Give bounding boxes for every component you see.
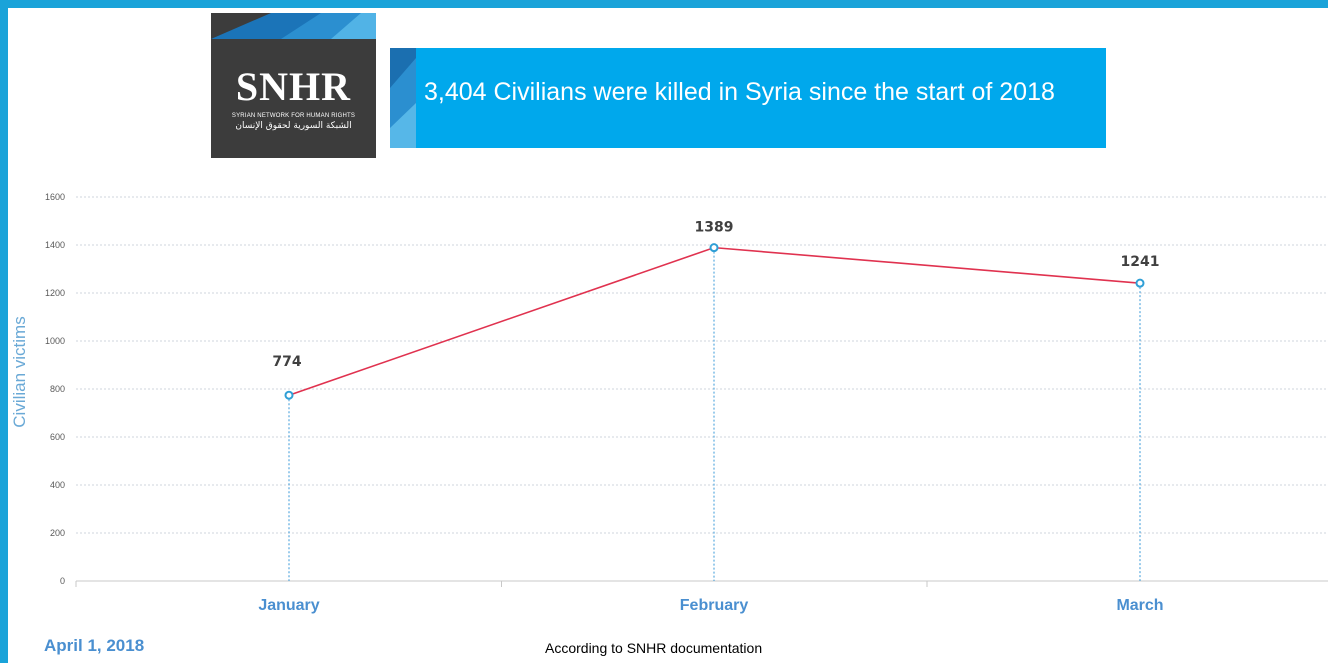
data-label: 1241 xyxy=(1121,254,1160,270)
data-point xyxy=(284,390,294,400)
data-point xyxy=(1135,278,1145,288)
footer-date: April 1, 2018 xyxy=(44,636,145,655)
y-tick-label: 0 xyxy=(60,576,65,586)
y-tick-label: 200 xyxy=(50,528,65,538)
y-tick-label: 1000 xyxy=(45,336,65,346)
snhr-logo: SNHR SYRIAN NETWORK FOR HUMAN RIGHTS الش… xyxy=(211,13,376,158)
logo-subtitle: SYRIAN NETWORK FOR HUMAN RIGHTS xyxy=(231,113,356,119)
banner-accent xyxy=(390,48,416,148)
y-tick-layer: 0 200 400 600 800 1000 1200 1400 1600 xyxy=(45,192,65,586)
logo-subtitle-arabic: الشبكة السورية لحقوق الإنسان xyxy=(235,121,352,131)
x-tick-layer: January February March xyxy=(258,597,1163,614)
x-tick-label: March xyxy=(1116,597,1163,614)
banner-title: 3,404 Civilians were killed in Syria sin… xyxy=(424,78,1055,106)
drop-line-layer xyxy=(288,247,1141,581)
y-tick-label: 400 xyxy=(50,480,65,490)
logo-brand: SNHR xyxy=(235,64,352,109)
data-label: 1389 xyxy=(695,220,734,236)
data-label: 774 xyxy=(272,354,301,370)
y-tick-label: 1400 xyxy=(45,240,65,250)
y-tick-label: 1600 xyxy=(45,192,65,202)
data-point xyxy=(709,243,719,253)
point-layer xyxy=(284,243,1145,400)
title-banner: 3,404 Civilians were killed in Syria sin… xyxy=(390,48,1106,148)
x-tick-label: February xyxy=(680,597,749,614)
y-tick-label: 1200 xyxy=(45,288,65,298)
footer-note: According to SNHR documentation xyxy=(545,640,763,656)
y-tick-label: 800 xyxy=(50,384,65,394)
data-label-layer: 774 1389 1241 xyxy=(272,220,1159,371)
x-tick-label: January xyxy=(258,597,319,614)
grid-layer xyxy=(75,196,1328,587)
y-tick-label: 600 xyxy=(50,432,65,442)
logo-stripe xyxy=(211,13,376,39)
